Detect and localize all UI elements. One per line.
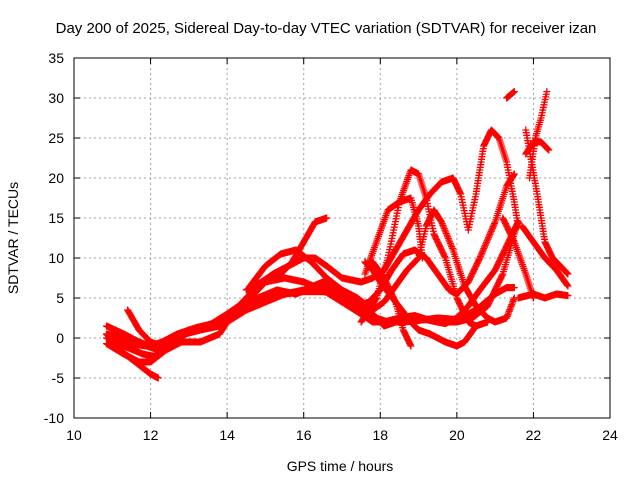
x-tick-label: 16 bbox=[296, 427, 312, 443]
x-tick-label: 24 bbox=[602, 427, 618, 443]
x-tick-label: 20 bbox=[449, 427, 465, 443]
y-tick-label: 0 bbox=[56, 330, 64, 346]
data-point bbox=[486, 229, 494, 237]
y-tick-label: 10 bbox=[48, 250, 64, 266]
y-tick-label: 15 bbox=[48, 210, 64, 226]
x-tick-label: 22 bbox=[526, 427, 542, 443]
data-point bbox=[482, 240, 490, 248]
data-point bbox=[479, 246, 487, 254]
axis-ticks: 10 12 14 16 18 20 22 24 -10 -5 0 5 10 15 20 25 30 35 bbox=[44, 50, 618, 443]
x-tick-label: 12 bbox=[143, 427, 159, 443]
data-point bbox=[480, 245, 488, 253]
x-axis-label: GPS time / hours bbox=[287, 458, 394, 474]
data-point bbox=[488, 226, 496, 234]
data-point bbox=[489, 223, 497, 231]
data-point bbox=[484, 235, 492, 243]
data-point bbox=[510, 170, 518, 178]
y-tick-label: 25 bbox=[48, 130, 64, 146]
x-tick-label: 10 bbox=[66, 427, 82, 443]
data-point bbox=[510, 284, 518, 292]
series-s4 bbox=[103, 170, 518, 366]
series-s5 bbox=[103, 330, 162, 382]
data-point bbox=[485, 232, 493, 240]
data-point bbox=[481, 241, 489, 249]
y-tick-label: -10 bbox=[44, 410, 64, 426]
data-point bbox=[476, 252, 484, 260]
data-point bbox=[478, 249, 486, 257]
data-point bbox=[490, 221, 498, 229]
data-point bbox=[484, 234, 492, 242]
data-point bbox=[154, 374, 162, 382]
series-s13 bbox=[503, 88, 518, 102]
data-point bbox=[482, 238, 490, 246]
y-tick-label: -5 bbox=[52, 370, 65, 386]
y-tick-label: 30 bbox=[48, 90, 64, 106]
data-point bbox=[490, 220, 498, 228]
data-point bbox=[476, 254, 484, 262]
data-point bbox=[498, 271, 506, 279]
data-point bbox=[486, 231, 494, 239]
y-tick-label: 5 bbox=[56, 290, 64, 306]
data-marks bbox=[103, 88, 572, 382]
data-point bbox=[477, 251, 485, 259]
x-tick-label: 14 bbox=[219, 427, 235, 443]
data-point bbox=[488, 224, 496, 232]
data-point bbox=[483, 237, 491, 245]
data-point bbox=[487, 227, 495, 235]
x-tick-label: 18 bbox=[372, 427, 388, 443]
chart-title: Day 200 of 2025, Sidereal Day-to-day VTE… bbox=[56, 20, 597, 37]
y-axis-label: SDTVAR / TECUs bbox=[5, 182, 21, 294]
series-s18 bbox=[514, 290, 572, 302]
y-tick-label: 35 bbox=[48, 50, 64, 66]
y-tick-label: 20 bbox=[48, 170, 64, 186]
data-point bbox=[478, 248, 486, 256]
data-point bbox=[480, 243, 488, 251]
